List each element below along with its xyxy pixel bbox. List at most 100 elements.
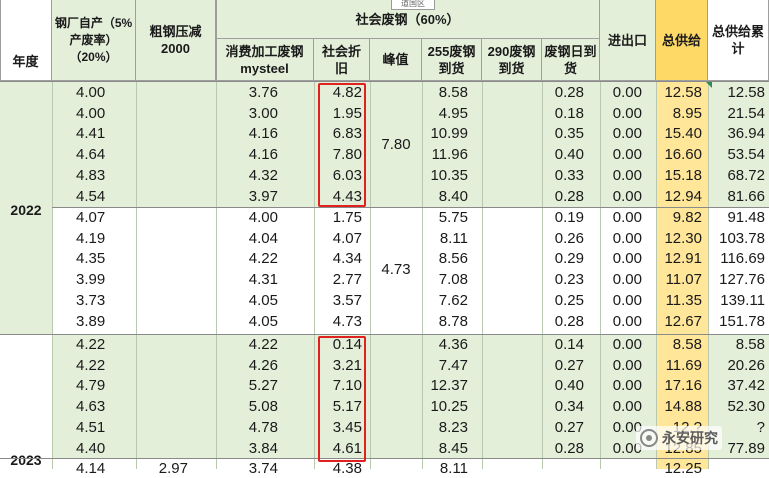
cell-daily-arrival: 0.28 <box>554 312 584 330</box>
cell-partial-consumer-mysteel: 3.74 <box>248 460 278 477</box>
cell-steel-self: 4.63 <box>76 398 106 416</box>
cell-total-supply: 12.91 <box>664 250 702 268</box>
cell-crude-cut <box>136 82 216 103</box>
cell-crude-cut <box>136 334 216 355</box>
cell-daily-arrival: 0.14 <box>554 335 584 353</box>
cell-social-depreciation: 0.14 <box>332 335 362 353</box>
cell-partial-daily-arrival <box>542 460 600 478</box>
cell-total-supply: 12.94 <box>664 187 702 205</box>
cell-arrival-290 <box>482 186 542 207</box>
cell-consumer-mysteel: 4.31 <box>248 271 278 289</box>
row-group-background <box>52 82 656 207</box>
cell-cumulative-supply: 52.30 <box>727 398 765 416</box>
cell-consumer-mysteel: 4.32 <box>248 167 278 185</box>
cell-social-depreciation: 7.80 <box>332 146 362 164</box>
cell-daily-arrival: 0.28 <box>554 187 584 205</box>
highlight-box <box>318 336 366 462</box>
cell-cumulative-supply: 77.89 <box>727 439 765 457</box>
cell-cumulative-supply: 8.58 <box>735 335 765 353</box>
cell-arrival-290 <box>482 82 542 103</box>
cell-partial-social-depreciation: 4.38 <box>332 460 362 477</box>
cell-crude-cut <box>136 228 216 249</box>
cell-arrival-255: 8.11 <box>439 229 468 247</box>
cell-arrival-290 <box>482 376 542 397</box>
cell-arrival-290 <box>482 417 542 438</box>
header-social-depreciation: 社会折旧 <box>314 39 370 81</box>
cell-arrival-290 <box>482 311 542 332</box>
header-total-supply: 总供给 <box>656 0 708 81</box>
cell-arrival-290 <box>482 228 542 249</box>
cell-cumulative-supply: 81.66 <box>727 187 765 205</box>
cell-crude-cut <box>136 417 216 438</box>
cell-steel-self: 4.64 <box>76 146 106 164</box>
cell-import-export: 0.00 <box>612 187 642 205</box>
cell-arrival-255: 10.35 <box>430 167 468 185</box>
year-background <box>0 334 52 469</box>
cell-consumer-mysteel: 4.26 <box>248 356 278 374</box>
cell-arrival-255: 10.25 <box>430 398 468 416</box>
cell-arrival-290 <box>482 290 542 311</box>
cell-consumer-mysteel: 4.04 <box>248 229 278 247</box>
cell-steel-self: 4.00 <box>76 104 106 122</box>
cell-arrival-255: 8.58 <box>438 83 468 101</box>
cell-social-depreciation: 3.21 <box>332 356 362 374</box>
cell-cumulative-supply: 12.58 <box>727 83 765 101</box>
cell-crude-cut <box>136 186 216 207</box>
cell-total-supply: 8.58 <box>672 335 702 353</box>
cell-partial-crude-cut: 2.97 <box>158 460 188 477</box>
header-import-export: 进出口 <box>600 0 656 81</box>
cell-peak: 4.73 <box>381 260 411 278</box>
cell-consumer-mysteel: 4.78 <box>248 419 278 437</box>
cell-steel-self: 3.89 <box>76 312 106 330</box>
cell-daily-arrival: 0.25 <box>554 292 584 310</box>
cell-arrival-255: 5.75 <box>438 208 468 226</box>
cell-social-depreciation: 1.95 <box>332 104 362 122</box>
cell-cumulative-supply: 151.78 <box>719 312 765 330</box>
cell-cumulative-supply: 116.69 <box>720 250 765 268</box>
header-steel-self: 钢厂自产（5%产废率）（20%） <box>52 0 136 81</box>
total-supply-column-highlight <box>656 82 708 469</box>
year-background <box>0 82 52 334</box>
cell-consumer-mysteel: 5.08 <box>248 398 278 416</box>
cell-social-depreciation: 4.43 <box>332 187 362 205</box>
cell-total-supply: 12.67 <box>664 312 702 330</box>
cell-total-supply: 12.30 <box>664 229 702 247</box>
cell-crude-cut <box>136 103 216 124</box>
cell-arrival-255: 11.96 <box>431 146 468 164</box>
cell-social-depreciation: 4.73 <box>332 312 362 330</box>
group-separator <box>52 207 769 208</box>
highlight-box <box>318 83 366 207</box>
cell-total-supply: 16.60 <box>664 146 702 164</box>
cell-partial-import-export <box>600 460 656 478</box>
header-arrival-255: 255废钢到货 <box>422 39 482 81</box>
grid-line <box>600 82 601 469</box>
cell-total-supply: 11.69 <box>665 356 702 374</box>
cell-cumulative-supply: 21.54 <box>727 104 765 122</box>
cell-consumer-mysteel: 3.84 <box>248 439 278 457</box>
cell-consumer-mysteel: 5.27 <box>248 377 278 395</box>
cell-arrival-290 <box>482 269 542 290</box>
cell-comment-marker <box>706 82 712 88</box>
cell-import-export: 0.00 <box>612 439 642 457</box>
cell-daily-arrival: 0.27 <box>554 419 584 437</box>
year-label: 2022 <box>10 202 42 218</box>
cell-arrival-255: 8.78 <box>438 312 468 330</box>
cell-social-depreciation: 5.17 <box>332 398 362 416</box>
cell-partial-total-supply: 12.25 <box>664 460 702 477</box>
cell-cumulative-supply: 103.78 <box>719 229 765 247</box>
cell-import-export: 0.00 <box>612 167 642 185</box>
cell-arrival-290 <box>482 207 542 228</box>
cell-social-depreciation: 3.45 <box>332 419 362 437</box>
grid-line <box>216 82 217 469</box>
cell-steel-self: 4.79 <box>76 377 106 395</box>
cell-consumer-mysteel: 4.22 <box>248 250 278 268</box>
cell-import-export: 0.00 <box>612 229 642 247</box>
watermark-text: 永安研究 <box>662 430 718 446</box>
cell-crude-cut <box>136 376 216 397</box>
header-crude-cut: 粗钢压减2000 <box>136 0 216 81</box>
cell-partial-steel-self: 4.14 <box>76 460 106 477</box>
cell-partial-cumulative-supply <box>708 460 769 478</box>
grid-line <box>136 82 137 469</box>
cell-consumer-mysteel: 4.16 <box>248 125 278 143</box>
